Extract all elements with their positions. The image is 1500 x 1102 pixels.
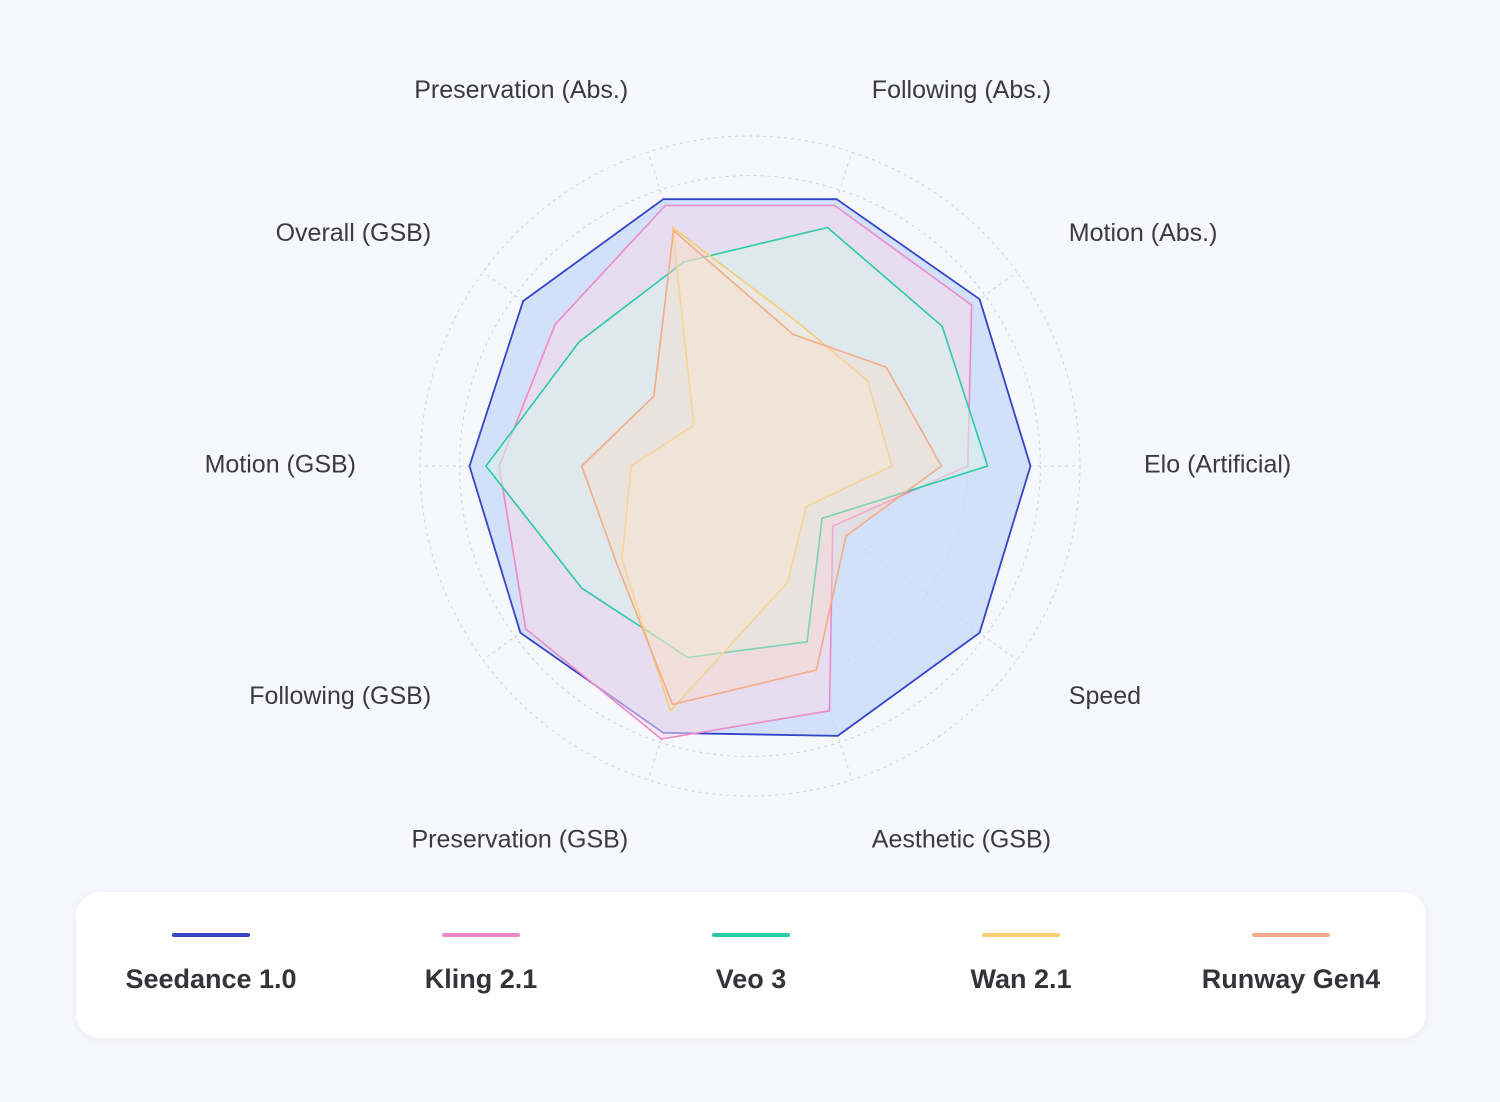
legend-item-seedance[interactable]: Seedance 1.0 <box>76 892 346 1038</box>
axis-label-elo-artificial: Elo (Artificial) <box>1144 451 1291 479</box>
legend-swatch-seedance <box>172 933 250 937</box>
legend-item-runway[interactable]: Runway Gen4 <box>1156 892 1426 1038</box>
axis-label-preservation-abs: Preservation (Abs.) <box>414 76 628 104</box>
series-runway-gen4 <box>580 229 943 706</box>
legend-swatch-wan <box>982 933 1060 937</box>
legend: Seedance 1.0 Kling 2.1 Veo 3 Wan 2.1 Run… <box>76 892 1426 1038</box>
axis-label-aesthetic-gsb: Aesthetic (GSB) <box>872 825 1051 853</box>
legend-label-seedance: Seedance 1.0 <box>125 964 297 994</box>
axis-label-following-gsb: Following (GSB) <box>249 682 431 710</box>
axis-label-overall-gsb: Overall (GSB) <box>276 219 432 247</box>
series-wan-2-1 <box>621 226 893 712</box>
axis-label-motion-abs: Motion (Abs.) <box>1069 219 1218 247</box>
axis-label-speed: Speed <box>1069 682 1141 710</box>
legend-label-kling: Kling 2.1 <box>424 964 538 994</box>
axis-label-following-abs: Following (Abs.) <box>872 76 1051 104</box>
axis-labels: Elo (Artificial) Motion (Abs.) Following (… <box>205 76 1292 853</box>
axis-label-preservation-gsb: Preservation (GSB) <box>411 825 628 853</box>
legend-item-veo[interactable]: Veo 3 <box>616 892 886 1038</box>
legend-label-runway: Runway Gen4 <box>1201 964 1381 994</box>
legend-item-wan[interactable]: Wan 2.1 <box>886 892 1156 1038</box>
radar-series <box>468 198 1032 740</box>
legend-swatch-runway <box>1252 933 1330 937</box>
legend-swatch-kling <box>442 933 520 937</box>
legend-label-veo: Veo 3 <box>715 964 787 994</box>
grid-ring-4 <box>459 175 1041 757</box>
legend-swatch-veo <box>712 933 790 937</box>
legend-label-wan: Wan 2.1 <box>970 964 1072 994</box>
radar-chart: Elo (Artificial) Motion (Abs.) Following (… <box>205 76 1292 853</box>
axis-label-motion-gsb: Motion (GSB) <box>205 451 356 479</box>
legend-item-kling[interactable]: Kling 2.1 <box>346 892 616 1038</box>
